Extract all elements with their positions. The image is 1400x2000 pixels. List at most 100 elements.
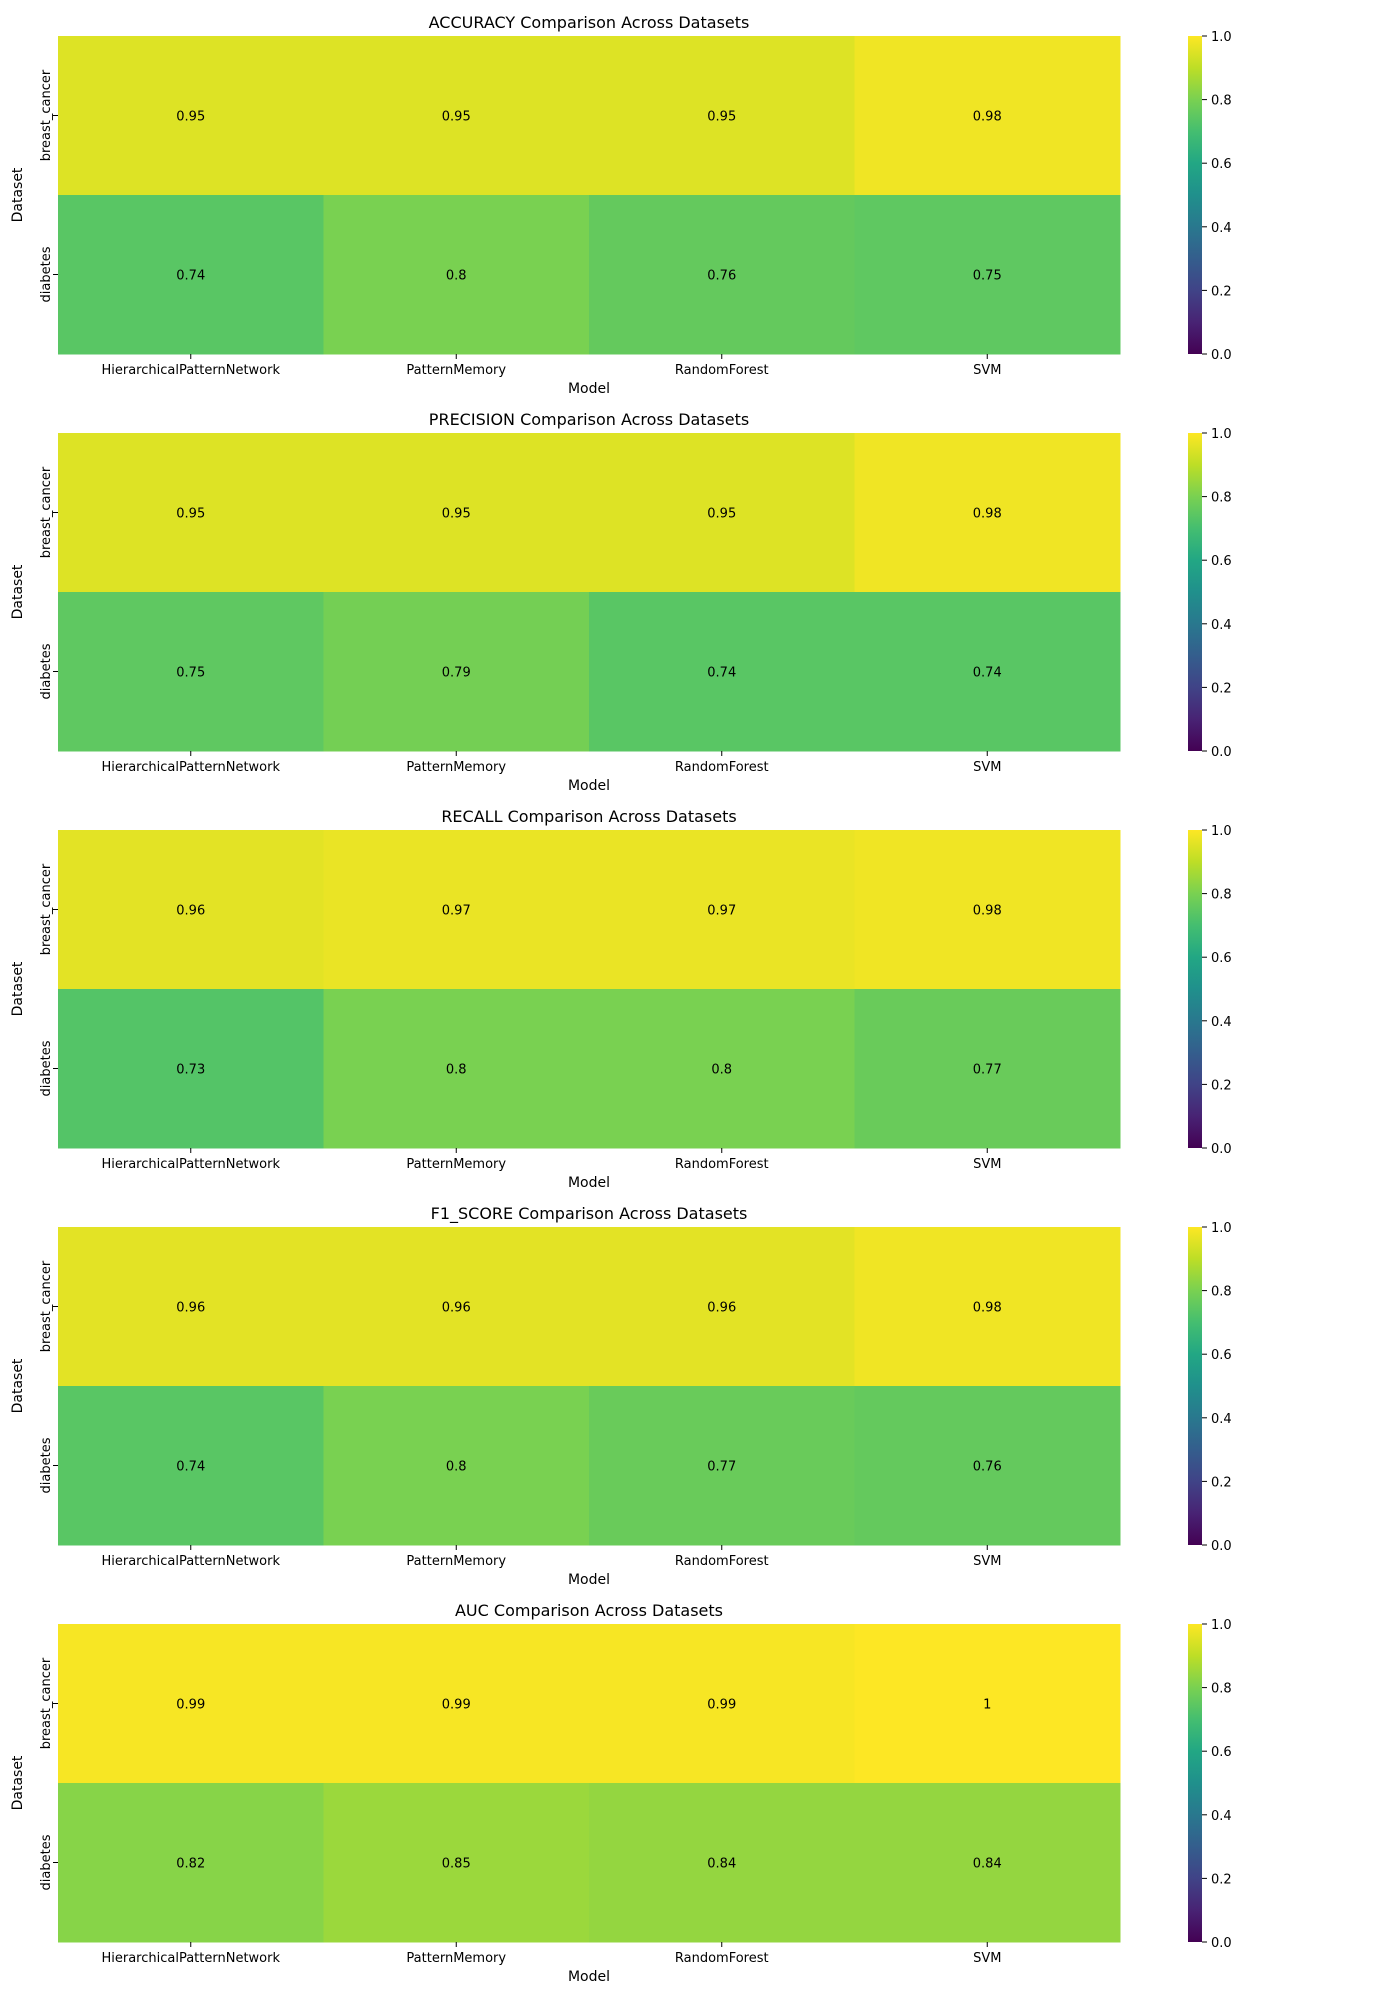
y-tick-label: breast_cancer bbox=[39, 863, 54, 955]
heatmap-cell bbox=[854, 1386, 1121, 1546]
heatmap-cell bbox=[854, 1783, 1121, 1943]
colorbar bbox=[1188, 433, 1202, 751]
x-tick-label: PatternMemory bbox=[406, 1951, 506, 1966]
colorbar bbox=[1188, 36, 1202, 354]
heatmap-cell bbox=[589, 1624, 855, 1784]
y-tick-label: diabetes bbox=[39, 1040, 54, 1096]
heatmap-cell bbox=[58, 592, 324, 752]
colorbar-tick-label: 0.0 bbox=[1211, 1936, 1232, 1951]
colorbar-tick-label: 0.8 bbox=[1211, 94, 1232, 109]
cell-value-label: 0.95 bbox=[442, 110, 471, 125]
x-tick-label: SVM bbox=[973, 1157, 1001, 1172]
colorbar-tick-label: 0.8 bbox=[1211, 491, 1232, 506]
heatmap-cell bbox=[323, 1227, 590, 1387]
y-tick-label: diabetes bbox=[39, 1437, 54, 1493]
cell-value-label: 0.98 bbox=[973, 904, 1002, 919]
y-axis-label: Dataset bbox=[10, 564, 26, 619]
heatmap-cell bbox=[589, 1783, 855, 1943]
cell-value-label: 0.77 bbox=[707, 1460, 736, 1475]
colorbar-tick-label: 0.0 bbox=[1211, 1142, 1232, 1157]
x-tick-label: SVM bbox=[973, 1554, 1001, 1569]
colorbar-tick-label: 0.4 bbox=[1211, 1809, 1232, 1824]
chart-title: AUC Comparison Across Datasets bbox=[455, 1601, 723, 1620]
colorbar-tick-label: 0.2 bbox=[1211, 1475, 1232, 1490]
colorbar-tick-label: 0.0 bbox=[1211, 1539, 1232, 1554]
x-tick-label: HierarchicalPatternNetwork bbox=[101, 1554, 280, 1569]
chart-title: F1_SCORE Comparison Across Datasets bbox=[431, 1204, 748, 1224]
cell-value-label: 0.75 bbox=[176, 666, 205, 681]
cell-value-label: 0.76 bbox=[707, 269, 736, 284]
heatmap-cell bbox=[58, 1624, 324, 1784]
y-tick-label: diabetes bbox=[39, 1834, 54, 1890]
cell-value-label: 0.99 bbox=[707, 1698, 736, 1713]
colorbar-tick-label: 0.2 bbox=[1211, 1078, 1232, 1093]
cell-value-label: 0.74 bbox=[707, 666, 736, 681]
cell-value-label: 0.98 bbox=[973, 110, 1002, 125]
cell-value-label: 0.82 bbox=[176, 1857, 205, 1872]
heatmap-cell bbox=[58, 989, 324, 1149]
colorbar-tick-label: 0.4 bbox=[1211, 1015, 1232, 1030]
colorbar-tick-label: 0.4 bbox=[1211, 1412, 1232, 1427]
y-axis-label: Dataset bbox=[10, 167, 26, 222]
x-axis-label: Model bbox=[568, 778, 610, 794]
x-tick-label: SVM bbox=[973, 363, 1001, 378]
cell-value-label: 0.73 bbox=[176, 1063, 205, 1078]
heatmap-panel-3: RECALL Comparison Across Datasets 0.96 0.9… bbox=[10, 807, 1232, 1191]
heatmap-cell bbox=[323, 1783, 590, 1943]
heatmap-cell bbox=[58, 36, 324, 196]
y-axis-label: Dataset bbox=[10, 1358, 26, 1413]
cell-value-label: 0.96 bbox=[442, 1301, 471, 1316]
heatmap-panel-2: PRECISION Comparison Across Datasets 0.95… bbox=[10, 410, 1232, 794]
cell-value-label: 0.8 bbox=[711, 1063, 732, 1078]
cell-value-label: 1 bbox=[983, 1698, 991, 1713]
colorbar-tick-label: 0.6 bbox=[1211, 157, 1232, 172]
y-axis-label: Dataset bbox=[10, 1755, 26, 1810]
y-tick-label: breast_cancer bbox=[39, 1657, 54, 1749]
x-tick-label: RandomForest bbox=[675, 1951, 769, 1966]
heatmap-cell bbox=[323, 433, 590, 593]
heatmap-cell bbox=[323, 1386, 590, 1546]
x-axis-label: Model bbox=[568, 1175, 610, 1191]
cell-value-label: 0.95 bbox=[176, 110, 205, 125]
cell-value-label: 0.95 bbox=[707, 507, 736, 522]
heatmap-cell bbox=[854, 433, 1121, 593]
x-tick-label: PatternMemory bbox=[406, 760, 506, 775]
cell-value-label: 0.97 bbox=[707, 904, 736, 919]
cell-value-label: 0.84 bbox=[707, 1857, 736, 1872]
x-tick-label: HierarchicalPatternNetwork bbox=[101, 1157, 280, 1172]
colorbar-tick-label: 1.0 bbox=[1211, 427, 1232, 442]
x-tick-label: HierarchicalPatternNetwork bbox=[101, 363, 280, 378]
heatmap-cell bbox=[323, 830, 590, 990]
colorbar-tick-label: 0.2 bbox=[1211, 1872, 1232, 1887]
y-tick-label: breast_cancer bbox=[39, 466, 54, 558]
colorbar-tick-label: 0.6 bbox=[1211, 554, 1232, 569]
colorbar-tick-label: 0.0 bbox=[1211, 348, 1232, 363]
heatmap-cell bbox=[323, 989, 590, 1149]
x-tick-label: PatternMemory bbox=[406, 1554, 506, 1569]
colorbar-tick-label: 0.8 bbox=[1211, 888, 1232, 903]
colorbar bbox=[1188, 830, 1202, 1148]
colorbar-tick-label: 0.2 bbox=[1211, 681, 1232, 696]
cell-value-label: 0.76 bbox=[973, 1460, 1002, 1475]
heatmap-cell bbox=[854, 1624, 1121, 1784]
heatmap-cell bbox=[854, 989, 1121, 1149]
heatmap-cell bbox=[854, 830, 1121, 990]
x-tick-label: RandomForest bbox=[675, 1157, 769, 1172]
heatmap-cell bbox=[323, 195, 590, 355]
cell-value-label: 0.84 bbox=[973, 1857, 1002, 1872]
cell-value-label: 0.85 bbox=[442, 1857, 471, 1872]
colorbar-tick-label: 0.8 bbox=[1211, 1682, 1232, 1697]
heatmap-cell bbox=[58, 1227, 324, 1387]
heatmap-panel-5: AUC Comparison Across Datasets 0.99 0.99 0.… bbox=[10, 1601, 1232, 1985]
cell-value-label: 0.8 bbox=[446, 1460, 467, 1475]
heatmap-cell bbox=[589, 195, 855, 355]
colorbar-tick-label: 0.6 bbox=[1211, 1745, 1232, 1760]
chart-title: RECALL Comparison Across Datasets bbox=[441, 807, 736, 826]
heatmap-cell bbox=[58, 830, 324, 990]
colorbar-tick-label: 0.6 bbox=[1211, 951, 1232, 966]
x-tick-label: PatternMemory bbox=[406, 1157, 506, 1172]
cell-value-label: 0.74 bbox=[973, 666, 1002, 681]
colorbar bbox=[1188, 1227, 1202, 1545]
cell-value-label: 0.8 bbox=[446, 269, 467, 284]
